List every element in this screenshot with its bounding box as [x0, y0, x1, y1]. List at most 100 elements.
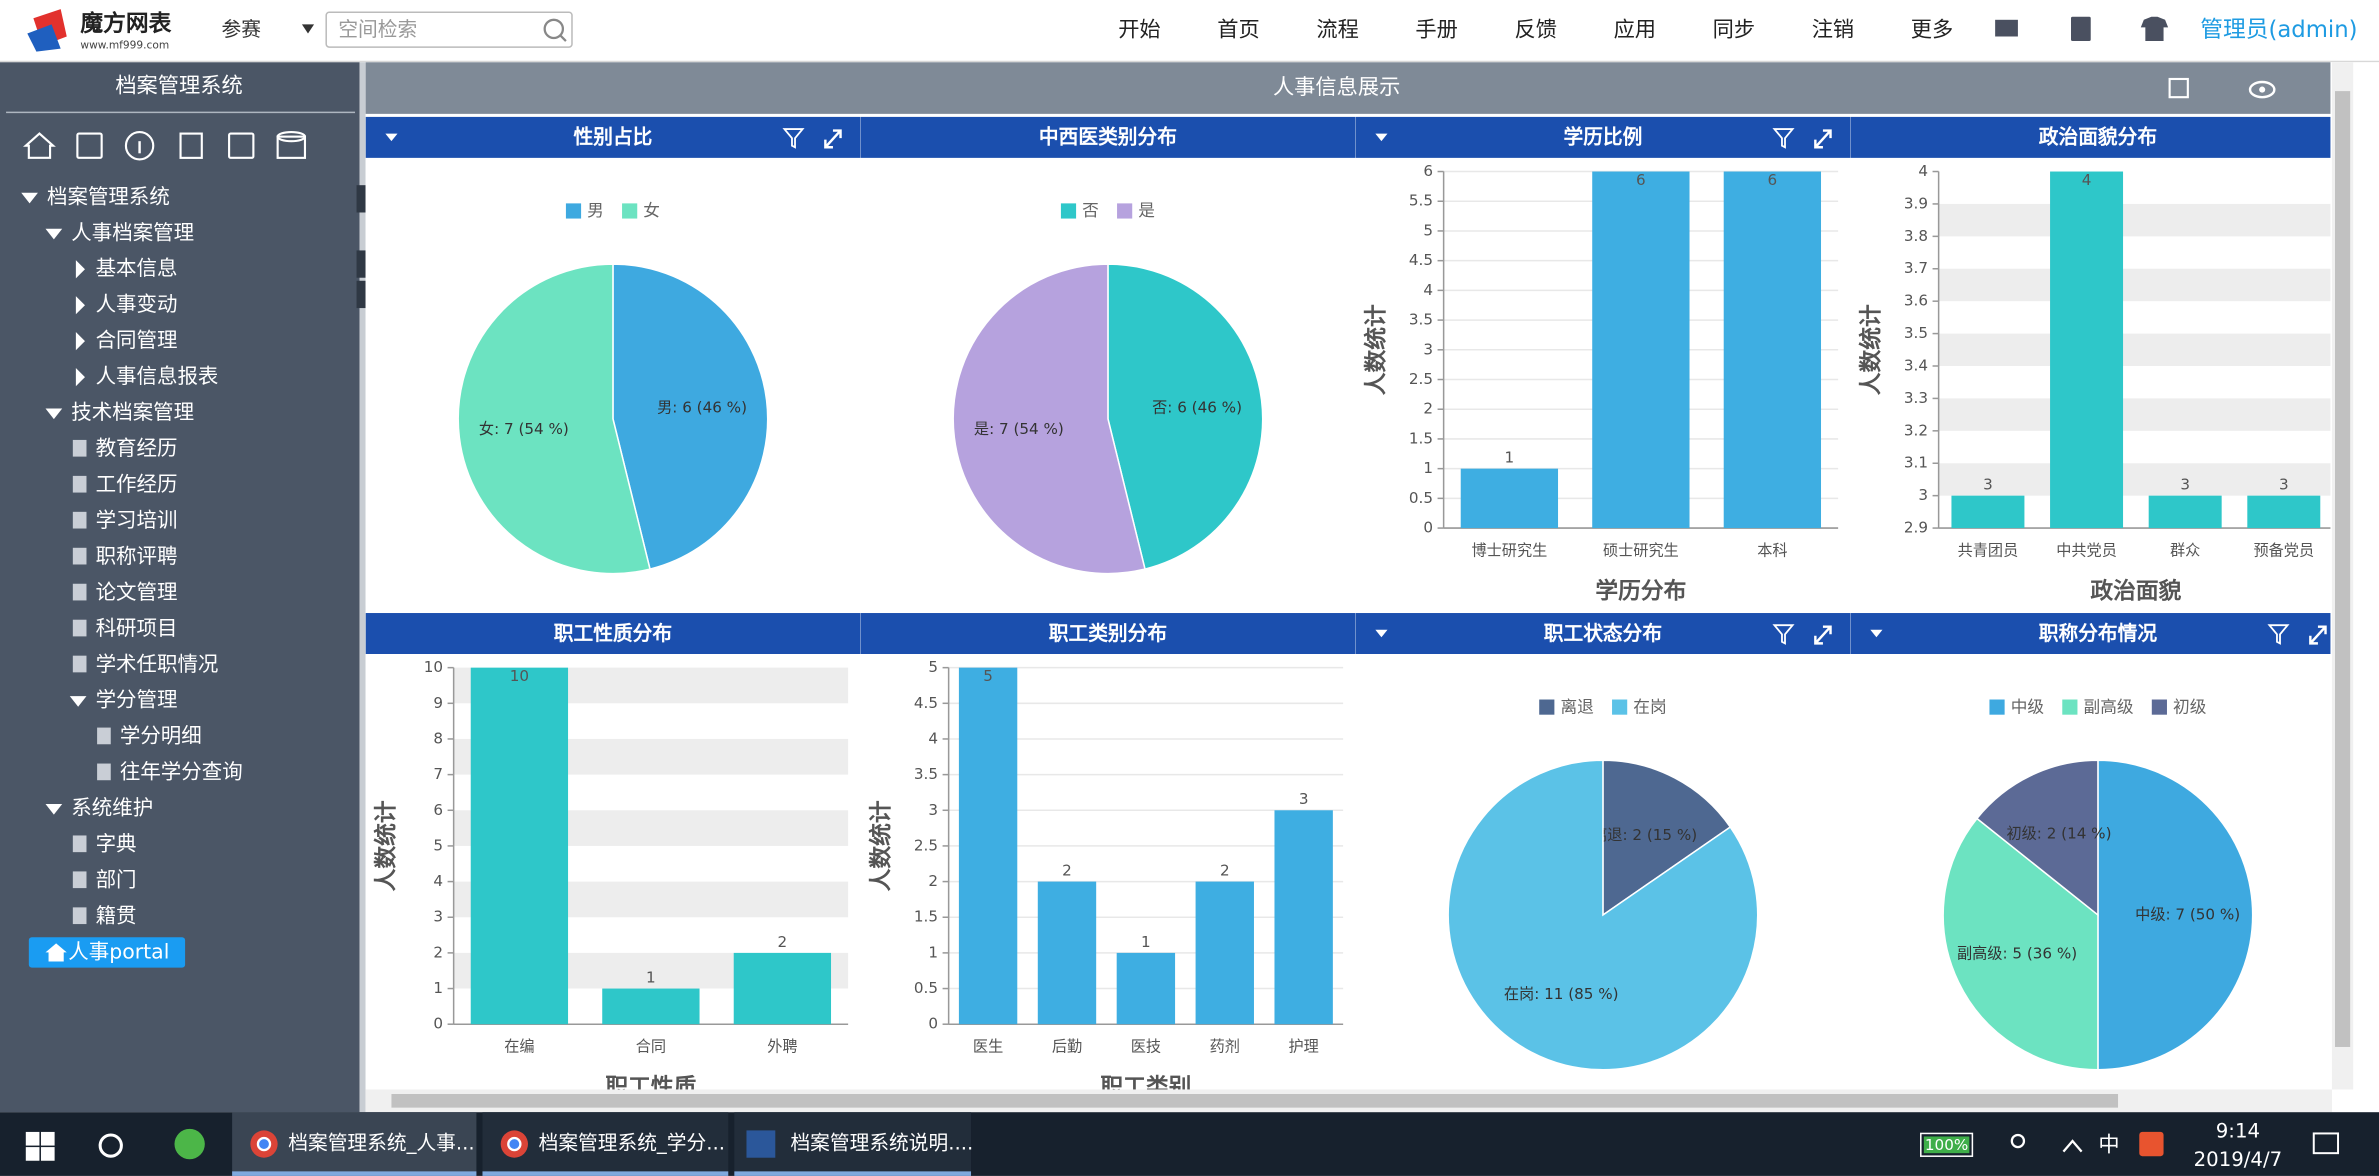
- bar[interactable]: [2148, 495, 2222, 529]
- legend-label[interactable]: 离退: [1560, 697, 1594, 716]
- menu-item[interactable]: 流程: [1316, 17, 1358, 42]
- tree-item[interactable]: 技术档案管理: [71, 400, 194, 424]
- tree-item[interactable]: 部门: [96, 868, 137, 892]
- tree-arrow-down[interactable]: [45, 228, 63, 240]
- tray-app-icon[interactable]: [2139, 1131, 2164, 1157]
- app-icon[interactable]: [174, 1128, 205, 1160]
- tree-item[interactable]: 学分管理: [96, 688, 178, 712]
- toolbar-icon[interactable]: [76, 132, 103, 159]
- tree-arrow-right[interactable]: [75, 368, 85, 387]
- pie-slice[interactable]: [1447, 759, 1759, 1071]
- h-scroll-thumb[interactable]: [391, 1093, 2119, 1108]
- pie-slice[interactable]: [1942, 817, 2099, 1071]
- start-icon[interactable]: [40, 1147, 55, 1161]
- filter-button[interactable]: [1772, 128, 1795, 149]
- legend-swatch[interactable]: [622, 203, 638, 219]
- start-icon[interactable]: [40, 1131, 55, 1146]
- pie-slice[interactable]: [1975, 759, 2099, 917]
- tree-item[interactable]: 人事档案管理: [71, 220, 194, 244]
- tree-item[interactable]: 论文管理: [96, 580, 178, 604]
- collapse-button[interactable]: [385, 133, 398, 142]
- pie-slice[interactable]: [952, 263, 1146, 575]
- menu-item[interactable]: 更多: [1911, 17, 1953, 42]
- menu-item[interactable]: 开始: [1118, 17, 1160, 42]
- tree-item[interactable]: 人事信息报表: [96, 364, 219, 388]
- tree-item[interactable]: 合同管理: [96, 328, 178, 352]
- bar[interactable]: [602, 988, 700, 1025]
- legend-label[interactable]: 男: [587, 201, 604, 220]
- tree-arrow-down[interactable]: [45, 804, 63, 815]
- tree-item[interactable]: 基本信息: [96, 256, 178, 280]
- shirt-icon[interactable]: [2140, 16, 2169, 42]
- start-icon[interactable]: [25, 1147, 40, 1161]
- space-select[interactable]: 参赛: [222, 18, 262, 41]
- menu-item[interactable]: 注销: [1812, 17, 1854, 42]
- bar[interactable]: [1592, 171, 1690, 529]
- menu-item[interactable]: 应用: [1614, 17, 1656, 42]
- start-icon[interactable]: [25, 1131, 40, 1146]
- tree-item-selected[interactable]: [28, 937, 186, 968]
- legend-swatch[interactable]: [565, 203, 582, 219]
- bar[interactable]: [1274, 810, 1333, 1025]
- menu-item[interactable]: 首页: [1217, 17, 1259, 42]
- expand-button[interactable]: [2309, 625, 2327, 645]
- bar[interactable]: [1723, 171, 1822, 529]
- bar[interactable]: [2247, 495, 2321, 529]
- ime-indicator[interactable]: 中: [2098, 1133, 2119, 1158]
- bar[interactable]: [2050, 171, 2124, 529]
- pie-slice[interactable]: [612, 263, 769, 571]
- menu-item[interactable]: 同步: [1713, 17, 1755, 42]
- filter-button[interactable]: [2267, 624, 2290, 645]
- tray-arrow[interactable]: [2062, 1139, 2083, 1153]
- filter-button[interactable]: [1772, 624, 1795, 645]
- legend-swatch[interactable]: [1117, 203, 1133, 219]
- legend-label[interactable]: 在岗: [1633, 697, 1666, 716]
- filter-button[interactable]: [782, 128, 805, 149]
- collapse-button[interactable]: [1375, 629, 1388, 638]
- tree-arrow-down[interactable]: [45, 408, 63, 420]
- bar[interactable]: [1037, 881, 1097, 1025]
- toolbar-icon[interactable]: [124, 131, 155, 161]
- tree-item[interactable]: 学术任职情况: [96, 652, 219, 676]
- mail-icon[interactable]: [1995, 19, 2018, 37]
- tree-item[interactable]: 籍贯: [96, 903, 137, 927]
- pie-slice[interactable]: [457, 263, 651, 575]
- toolbar-icon[interactable]: [179, 132, 203, 159]
- collapse-button[interactable]: [1870, 629, 1883, 638]
- tree-item[interactable]: 教育经历: [96, 436, 178, 460]
- legend-swatch[interactable]: [1989, 699, 2005, 715]
- legend-label[interactable]: 中级: [2011, 697, 2045, 716]
- tree-arrow-right[interactable]: [75, 296, 85, 315]
- menu-item[interactable]: 手册: [1415, 17, 1457, 42]
- legend-label[interactable]: 女: [643, 201, 660, 220]
- menu-item[interactable]: 反馈: [1514, 17, 1556, 42]
- clipboard-icon[interactable]: [2071, 16, 2091, 42]
- bar[interactable]: [470, 667, 569, 1025]
- edit-button[interactable]: [2168, 77, 2189, 99]
- v-scroll-thumb[interactable]: [2335, 91, 2351, 1047]
- pie-slice[interactable]: [2097, 759, 2254, 1071]
- tree-arrow-right[interactable]: [75, 332, 85, 351]
- search-box[interactable]: [325, 11, 573, 48]
- legend-label[interactable]: 否: [1082, 201, 1099, 220]
- tree-item[interactable]: 学习培训: [96, 508, 178, 532]
- tree-item[interactable]: 人事portal: [68, 939, 169, 963]
- notification-icon[interactable]: [2312, 1132, 2340, 1155]
- tree-item[interactable]: 往年学分查询: [120, 760, 243, 784]
- tree-item[interactable]: 系统维护: [71, 796, 153, 820]
- search-button[interactable]: [98, 1133, 123, 1158]
- tree-arrow-down[interactable]: [21, 192, 38, 204]
- bar[interactable]: [1951, 495, 2025, 529]
- bar[interactable]: [958, 667, 1018, 1025]
- view-button[interactable]: [2248, 80, 2276, 99]
- bar[interactable]: [733, 952, 832, 1025]
- tree-item[interactable]: 工作经历: [96, 472, 178, 496]
- expand-button[interactable]: [1814, 625, 1832, 645]
- legend-swatch[interactable]: [2062, 699, 2078, 715]
- legend-label[interactable]: 是: [1138, 201, 1155, 220]
- people-icon[interactable]: [2010, 1133, 2026, 1149]
- legend-swatch[interactable]: [1612, 699, 1628, 715]
- tree-item[interactable]: 职称评聘: [96, 544, 178, 568]
- bar[interactable]: [1460, 468, 1559, 529]
- tree-item[interactable]: 科研项目: [96, 616, 178, 640]
